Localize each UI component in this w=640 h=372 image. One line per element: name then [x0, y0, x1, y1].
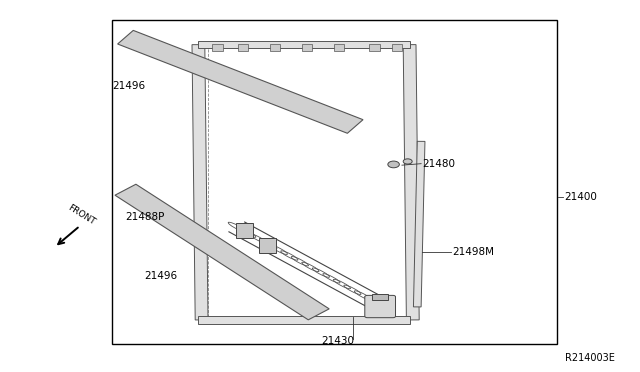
FancyBboxPatch shape — [365, 295, 396, 318]
Circle shape — [403, 159, 412, 164]
Bar — [112, 20, 557, 344]
Polygon shape — [403, 45, 419, 320]
Polygon shape — [198, 316, 410, 324]
Text: 21400: 21400 — [564, 192, 597, 202]
Text: 21480: 21480 — [422, 159, 456, 169]
Text: R214003E: R214003E — [564, 353, 614, 363]
Bar — [302, 44, 312, 51]
Polygon shape — [198, 41, 410, 48]
Polygon shape — [118, 31, 363, 133]
Text: FRONT: FRONT — [66, 203, 97, 227]
Text: 21498M: 21498M — [452, 247, 495, 257]
Text: 21488P: 21488P — [125, 212, 164, 221]
Text: 21496: 21496 — [112, 81, 145, 91]
Bar — [270, 44, 280, 51]
Bar — [259, 238, 276, 253]
Bar — [369, 44, 380, 51]
Polygon shape — [192, 45, 208, 320]
Bar — [372, 294, 388, 300]
Bar — [238, 44, 248, 51]
Bar — [212, 44, 223, 51]
Bar — [392, 44, 402, 51]
Text: 21430: 21430 — [321, 337, 354, 346]
Polygon shape — [115, 184, 329, 320]
Bar — [334, 44, 344, 51]
Polygon shape — [413, 141, 425, 307]
Bar — [236, 223, 253, 238]
Circle shape — [388, 161, 399, 168]
Text: 21496: 21496 — [144, 271, 177, 281]
